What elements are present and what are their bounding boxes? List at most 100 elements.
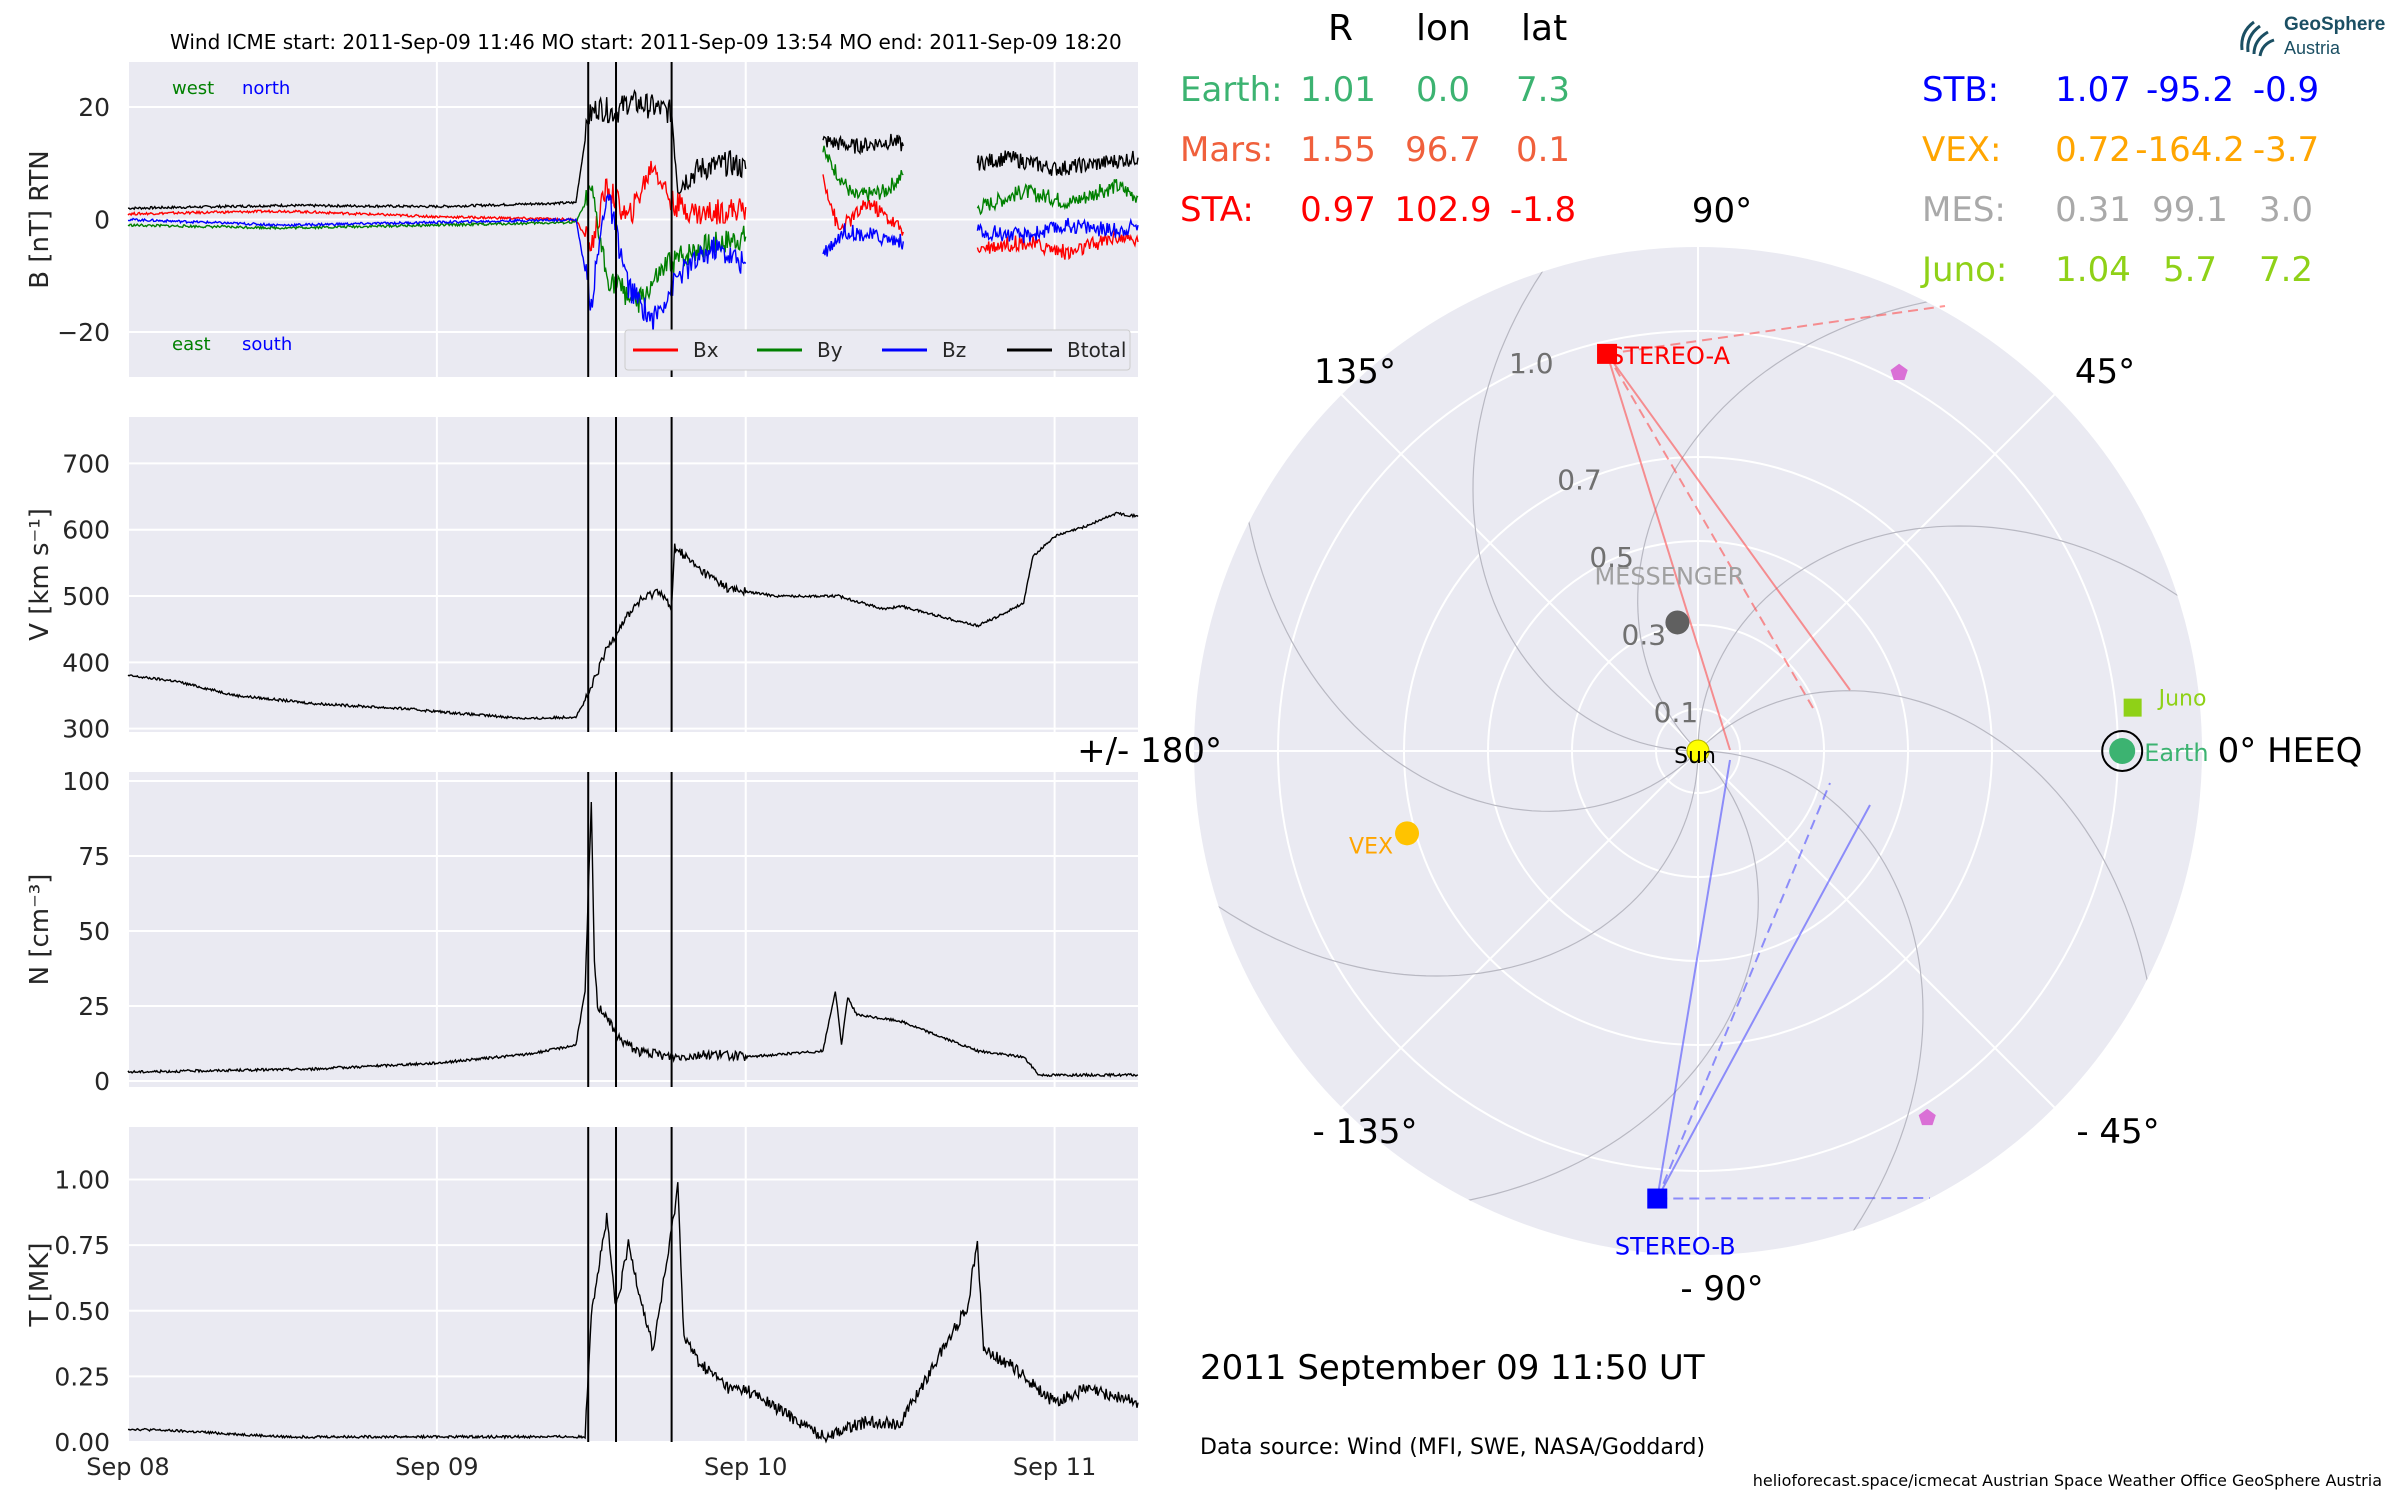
table-left-row-lat: 0.1 — [1515, 130, 1571, 170]
polar-angle-label: 45° — [2075, 352, 2135, 392]
table-left-row-lon: 0.0 — [1415, 70, 1471, 110]
parker-spiral — [1697, 525, 2202, 807]
stereo-a-label: STEREO-A — [1609, 342, 1731, 370]
stereo-b-marker — [1647, 1188, 1668, 1209]
panel-0-ytick-label: 0 — [94, 206, 110, 235]
table-right-row-lat: -3.7 — [2252, 130, 2320, 170]
panel-2-series-n — [127, 801, 1139, 1078]
panel-2-ytick-label: 75 — [78, 842, 110, 871]
table-right-row-label: STB: — [1922, 70, 2000, 110]
table-left-row-label: Earth: — [1180, 70, 1283, 110]
stereo-b-fov-line-3 — [1657, 1197, 1931, 1200]
panel-1-ytick-label: 700 — [62, 449, 110, 478]
messenger-marker — [1665, 610, 1690, 635]
stereo-b-fov-line-1 — [1656, 804, 1871, 1200]
panel-3-ytick-label: 1.00 — [54, 1166, 110, 1195]
xtick-label: Sep 09 — [395, 1453, 478, 1481]
panel-2-ytick-label: 100 — [62, 767, 110, 796]
annotation-north: north — [242, 78, 290, 99]
legend-label-btotal: Btotal — [1067, 338, 1126, 362]
polar-angle-label: - 45° — [2076, 1112, 2159, 1152]
panel-1-ylabel: V [km s⁻¹] — [25, 508, 55, 641]
stereo-a-marker — [1597, 343, 1618, 364]
col-header-lat: lat — [1521, 8, 1568, 49]
panel-1-ytick-label: 300 — [62, 715, 110, 744]
footer-credits: helioforecast.space/icmecat Austrian Spa… — [1752, 1471, 2382, 1490]
polar-spoke — [1340, 750, 1699, 1109]
panel-3-ytick-label: 0.25 — [54, 1362, 110, 1391]
panel-2-ytick-label: 50 — [78, 917, 110, 946]
stereo-a-fov-line-2 — [1606, 353, 1814, 709]
parker-spiral — [1194, 695, 1699, 977]
polar-angle-label: - 90° — [1680, 1269, 1763, 1309]
annotation-south: south — [242, 334, 292, 355]
table-left-row-label: STA: — [1180, 190, 1254, 230]
table-left-row-r: 1.55 — [1300, 130, 1376, 170]
stereo-b-label: STEREO-B — [1615, 1233, 1736, 1261]
panel-0-ytick-label: −20 — [57, 318, 110, 347]
panel-2-ylabel: N [cm⁻³] — [25, 874, 55, 986]
polar-angle-label: +/- 180° — [1077, 731, 1222, 771]
polar-radial-tick-label: 1.0 — [1509, 347, 1554, 380]
table-right-row-lon: -164.2 — [2135, 130, 2245, 170]
timestamp: 2011 September 09 11:50 UT — [1200, 1348, 1705, 1388]
xtick-label: Sep 08 — [86, 1453, 169, 1481]
table-right-row-lon: -95.2 — [2146, 70, 2234, 110]
table-right-row-label: Juno: — [1922, 250, 2008, 290]
panel-0-ylabel: B [nT] RTN — [25, 150, 55, 289]
table-right-row-r: 1.07 — [2055, 70, 2131, 110]
panel-2-ytick-label: 0 — [94, 1067, 110, 1096]
table-left-row-lat: -1.8 — [1509, 190, 1577, 230]
panel-3-series-t — [127, 1182, 1139, 1444]
panel-1-ytick-label: 500 — [62, 582, 110, 611]
stereo-a-fov-line-3 — [1606, 305, 1946, 355]
polar-spoke — [1340, 393, 1699, 752]
panel-2-background — [128, 772, 1138, 1087]
stereo-a-fov-line-0 — [1606, 353, 1851, 691]
panel-3-background — [128, 1127, 1138, 1442]
panel-1-background — [128, 417, 1138, 732]
polar-radial-tick-label: 0.1 — [1654, 696, 1699, 729]
logo-line2: Austria — [2284, 38, 2341, 58]
table-left-row-lat: 7.3 — [1515, 70, 1571, 110]
table-left-row-lon: 96.7 — [1405, 130, 1481, 170]
xtick-label: Sep 10 — [704, 1453, 787, 1481]
geosphere-logo: GeoSphere Austria — [2232, 10, 2385, 66]
xtick-label: Sep 11 — [1013, 1453, 1096, 1481]
table-right-row-lon: 5.7 — [2162, 250, 2218, 290]
table-left-row-r: 0.97 — [1300, 190, 1376, 230]
data-source: Data source: Wind (MFI, SWE, NASA/Goddar… — [1200, 1435, 1706, 1460]
col-header-r: R — [1328, 8, 1354, 49]
sun-label: Sun — [1674, 744, 1716, 769]
vex-label: VEX — [1349, 834, 1393, 859]
table-right-row-lon: 99.1 — [2152, 190, 2228, 230]
earth-label: Earth — [2144, 739, 2208, 767]
polar-spoke — [1697, 750, 2056, 1109]
panel-2-ytick-label: 25 — [78, 992, 110, 1021]
table-right-row-r: 0.72 — [2055, 130, 2131, 170]
panel-3-ylabel: T [MK] — [25, 1243, 55, 1328]
stereo-b-fov-line-2 — [1656, 782, 1831, 1199]
messenger-label: MESSENGER — [1594, 562, 1744, 590]
table-right-row-lat: 3.0 — [2258, 190, 2314, 230]
psp-marker — [1890, 363, 1908, 380]
legend-label-by: By — [817, 338, 843, 362]
panel-0-ytick-label: 20 — [78, 93, 110, 122]
panel-1-ytick-label: 400 — [62, 648, 110, 677]
stereo-b-fov-line-0 — [1656, 759, 1731, 1199]
panel-0-series-by — [127, 145, 1139, 313]
table-left-row-r: 1.01 — [1300, 70, 1376, 110]
polar-angle-label: 90° — [1692, 191, 1752, 231]
legend-box — [624, 329, 1131, 371]
juno-marker — [2123, 698, 2142, 717]
sun-marker — [1686, 739, 1710, 763]
legend-label-bx: Bx — [693, 338, 719, 362]
polar-angle-label: - 135° — [1313, 1112, 1418, 1152]
panel-1-ytick-label: 600 — [62, 516, 110, 545]
table-right-row-label: MES: — [1922, 190, 2006, 230]
annotation-east: east — [172, 334, 211, 355]
polar-radial-tick-label: 0.7 — [1557, 463, 1602, 496]
panel-3-ytick-label: 0.50 — [54, 1297, 110, 1326]
polar-radial-tick-label: 0.3 — [1622, 619, 1667, 652]
